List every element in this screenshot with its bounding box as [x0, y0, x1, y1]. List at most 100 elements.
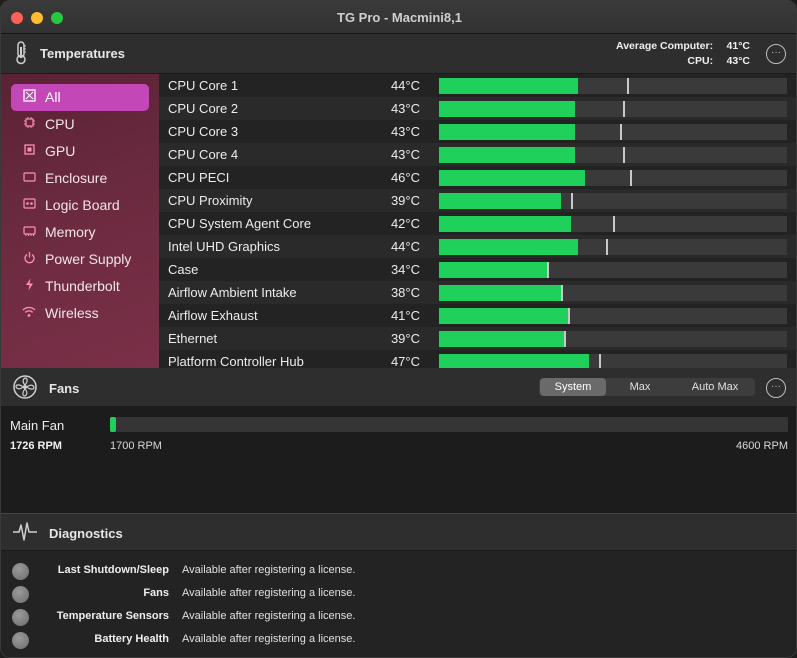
- status-indicator-icon: [12, 563, 29, 580]
- sidebar-item-cpu[interactable]: CPU: [11, 111, 149, 138]
- sensor-row[interactable]: Ethernet 39°C: [159, 327, 796, 350]
- fan-speed-bar: [110, 417, 788, 432]
- fan-min-rpm: 1700 RPM: [110, 440, 162, 452]
- temperature-bar-fill: [439, 101, 575, 117]
- max-temperature-marker: [623, 147, 625, 163]
- minimize-window-button[interactable]: [31, 12, 43, 24]
- sidebar-item-all[interactable]: All: [11, 84, 149, 111]
- sidebar-item-wireless[interactable]: Wireless: [11, 300, 149, 327]
- sensor-temperature: 46°C: [390, 170, 420, 185]
- fans-panel: Main Fan 1726 RPM 1700 RPM 4600 RPM: [1, 407, 796, 513]
- fans-header: Fans System Max Auto Max ···: [1, 368, 796, 407]
- enclosure-icon: [21, 170, 37, 186]
- sensor-list[interactable]: CPU Core 1 44°C CPU Core 2 43°C CPU Core 3 43…: [159, 74, 796, 368]
- sensor-name: CPU Proximity: [168, 193, 253, 208]
- fan-mode-system[interactable]: System: [540, 378, 606, 396]
- status-indicator-icon: [12, 586, 29, 603]
- average-cpu-label: CPU:: [687, 55, 714, 67]
- sidebar-item-memory[interactable]: Memory: [11, 219, 149, 246]
- diagnostics-panel: Last Shutdown/Sleep Available after regi…: [1, 551, 796, 657]
- sensor-row[interactable]: CPU PECI 46°C: [159, 166, 796, 189]
- temperatures-header: Temperatures Average Computer: 41°C CPU:…: [1, 34, 796, 74]
- max-temperature-marker: [599, 354, 601, 368]
- temperature-bar-fill: [439, 285, 561, 301]
- sensor-name: CPU Core 4: [168, 147, 239, 162]
- diagnostic-row: Temperature Sensors Available after regi…: [1, 606, 796, 629]
- max-temperature-marker: [606, 239, 608, 255]
- fan-name: Main Fan: [10, 418, 65, 433]
- temperatures-more-button[interactable]: ···: [766, 44, 786, 64]
- max-temperature-marker: [568, 308, 570, 324]
- zoom-window-button[interactable]: [51, 12, 63, 24]
- sensor-row[interactable]: Airflow Ambient Intake 38°C: [159, 281, 796, 304]
- sensor-row[interactable]: CPU Proximity 39°C: [159, 189, 796, 212]
- sensor-row[interactable]: Platform Controller Hub 47°C: [159, 350, 796, 368]
- sidebar-item-enclosure[interactable]: Enclosure: [11, 165, 149, 192]
- logic-board-icon: [21, 197, 37, 213]
- sidebar-item-label: Memory: [45, 224, 96, 240]
- diagnostic-row: Battery Health Available after registeri…: [1, 629, 796, 652]
- status-indicator-icon: [12, 632, 29, 649]
- sensor-row[interactable]: CPU Core 3 43°C: [159, 120, 796, 143]
- sidebar-item-thunderbolt[interactable]: Thunderbolt: [11, 273, 149, 300]
- temperature-bar-fill: [439, 170, 585, 186]
- sidebar-item-power-supply[interactable]: Power Supply: [11, 246, 149, 273]
- gpu-chip-icon: [21, 143, 37, 159]
- temperature-bar: [439, 101, 787, 117]
- power-icon: [21, 251, 37, 267]
- temperature-bar: [439, 170, 787, 186]
- sensor-temperature: 38°C: [390, 285, 420, 300]
- sensor-name: CPU Core 3: [168, 124, 239, 139]
- sensor-row[interactable]: CPU System Agent Core 42°C: [159, 212, 796, 235]
- sidebar-item-label: CPU: [45, 116, 75, 132]
- sensor-row[interactable]: Case 34°C: [159, 258, 796, 281]
- temperature-bar-fill: [439, 124, 575, 140]
- temperature-bar-fill: [439, 216, 571, 232]
- all-sensors-icon: [21, 89, 37, 105]
- close-window-button[interactable]: [11, 12, 23, 24]
- sensor-row[interactable]: Airflow Exhaust 41°C: [159, 304, 796, 327]
- sidebar-item-logic-board[interactable]: Logic Board: [11, 192, 149, 219]
- fan-mode-max[interactable]: Max: [629, 381, 651, 393]
- sidebar-item-label: Enclosure: [45, 170, 108, 186]
- max-temperature-marker: [571, 193, 573, 209]
- fans-more-button[interactable]: ···: [766, 378, 786, 398]
- sensor-temperature: 43°C: [390, 124, 420, 139]
- diagnostic-label: Temperature Sensors: [56, 610, 169, 622]
- temperature-bar-fill: [439, 331, 564, 347]
- fan-current-rpm: 1726 RPM: [10, 440, 62, 452]
- fan-mode-auto-max[interactable]: Auto Max: [691, 381, 739, 393]
- sidebar-item-label: Power Supply: [45, 251, 132, 267]
- diagnostic-row: Last Shutdown/Sleep Available after regi…: [1, 560, 796, 583]
- sensor-row[interactable]: CPU Core 1 44°C: [159, 74, 796, 97]
- temperature-bar-fill: [439, 193, 561, 209]
- sensor-row[interactable]: Intel UHD Graphics 44°C: [159, 235, 796, 258]
- sensor-row[interactable]: CPU Core 4 43°C: [159, 143, 796, 166]
- temperature-bar: [439, 354, 787, 368]
- sensor-temperature: 42°C: [390, 216, 420, 231]
- sensor-name: Intel UHD Graphics: [168, 239, 280, 254]
- diagnostics-title: Diagnostics: [49, 526, 123, 541]
- temperature-bar: [439, 308, 787, 324]
- sensor-temperature: 41°C: [390, 308, 420, 323]
- temperature-bar-fill: [439, 78, 578, 94]
- window-title: TG Pro - Macmini8,1: [337, 10, 462, 25]
- sensor-name: Case: [168, 262, 199, 277]
- temperature-bar: [439, 124, 787, 140]
- average-computer-value: 41°C: [726, 40, 750, 52]
- temperature-bar-fill: [439, 354, 589, 368]
- sensor-name: Airflow Ambient Intake: [168, 285, 297, 300]
- sensor-temperature: 39°C: [390, 193, 420, 208]
- average-readout: Average Computer: 41°C CPU: 43°C: [616, 39, 750, 69]
- diagnostic-status: Available after registering a license.: [182, 587, 356, 599]
- sidebar-item-gpu[interactable]: GPU: [11, 138, 149, 165]
- max-temperature-marker: [613, 216, 615, 232]
- temperature-bar-fill: [439, 262, 547, 278]
- cpu-chip-icon: [21, 116, 37, 132]
- fan-mode-segmented-control: System Max Auto Max: [539, 378, 755, 396]
- heartbeat-pulse-icon: [13, 521, 37, 549]
- sidebar-item-label: Wireless: [45, 305, 99, 321]
- temperature-bar-fill: [439, 308, 568, 324]
- thermometer-icon: [13, 41, 29, 71]
- sensor-row[interactable]: CPU Core 2 43°C: [159, 97, 796, 120]
